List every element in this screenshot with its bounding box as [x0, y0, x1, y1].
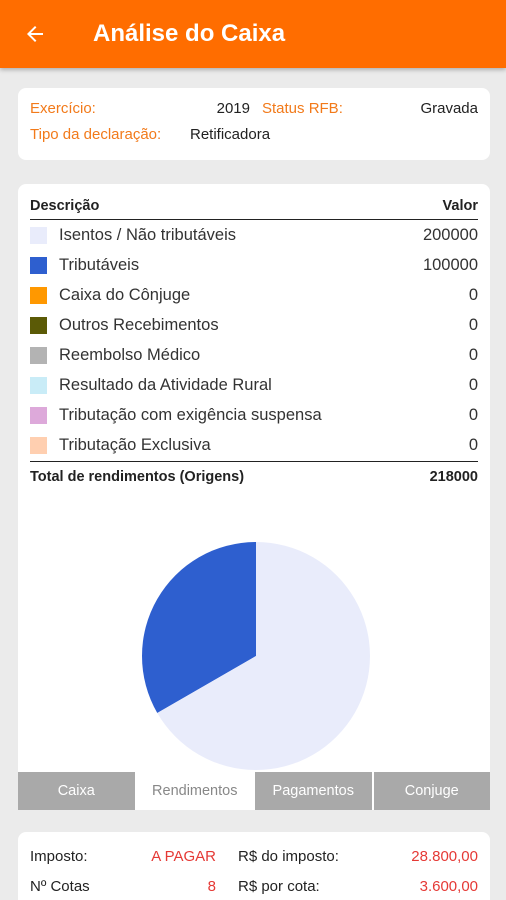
pie-slice	[142, 542, 256, 713]
legend-swatch	[30, 346, 47, 364]
declaration-info-card: Exercício: 2019 Status RFB: Gravada Tipo…	[18, 88, 490, 160]
income-card: Descrição Valor Isentos / Não tributávei…	[18, 184, 490, 810]
header-value: Valor	[442, 198, 478, 214]
row-value: 0	[468, 285, 478, 304]
imposto-value: A PAGAR	[151, 848, 216, 865]
tab-rendimentos[interactable]: Rendimentos	[136, 772, 253, 810]
row-value: 0	[468, 345, 478, 364]
legend-swatch	[30, 376, 47, 394]
bottom-tabs: Caixa Rendimentos Pagamentos Conjuge	[18, 772, 490, 810]
tipo-label: Tipo da declaração:	[30, 126, 162, 143]
table-row: Tributáveis 100000	[30, 250, 478, 280]
legend-swatch	[30, 286, 47, 304]
row-label: Outros Recebimentos	[59, 315, 219, 334]
row-value: 0	[468, 375, 478, 394]
rs-imposto-label: R$ do imposto:	[238, 848, 339, 865]
table-row: Outros Recebimentos 0	[30, 310, 478, 340]
status-label: Status RFB:	[262, 100, 343, 117]
row-value: 200000	[422, 225, 478, 244]
tipo-value: Retificadora	[190, 126, 271, 143]
table-row: Tributação com exigência suspensa 0	[30, 400, 478, 430]
exercicio-value: 2019	[216, 100, 250, 117]
row-label: Caixa do Cônjuge	[59, 285, 191, 304]
table-row: Reembolso Médico 0	[30, 340, 478, 370]
total-label: Total de rendimentos (Origens)	[30, 469, 245, 485]
exercicio-label: Exercício:	[30, 100, 96, 117]
legend-swatch	[30, 436, 47, 454]
row-label: Tributação Exclusiva	[59, 435, 211, 454]
legend-swatch	[30, 316, 47, 334]
app-bar: Análise do Caixa	[0, 0, 506, 68]
total-row: Total de rendimentos (Origens) 218000	[30, 462, 478, 492]
cotas-label: Nº Cotas	[30, 878, 90, 895]
income-table: Descrição Valor Isentos / Não tributávei…	[30, 198, 478, 492]
rs-imposto-value: 28.800,00	[411, 848, 478, 865]
status-value: Gravada	[420, 100, 478, 117]
legend-swatch	[30, 406, 47, 424]
pie-slice	[157, 542, 370, 770]
row-label: Isentos / Não tributáveis	[59, 225, 237, 244]
back-button[interactable]	[0, 0, 70, 68]
row-label: Resultado da Atividade Rural	[59, 375, 272, 394]
table-header: Descrição Valor	[30, 198, 478, 220]
header-description: Descrição	[30, 198, 100, 214]
row-value: 0	[468, 405, 478, 424]
table-row: Caixa do Cônjuge 0	[30, 280, 478, 310]
cotas-value: 8	[207, 878, 216, 895]
legend-swatch	[30, 256, 47, 274]
row-label: Reembolso Médico	[59, 345, 201, 364]
imposto-label: Imposto:	[30, 848, 88, 865]
page-title: Análise do Caixa	[93, 20, 286, 47]
arrow-back-icon	[27, 26, 43, 42]
row-value: 100000	[422, 255, 478, 274]
rs-cota-label: R$ por cota:	[238, 878, 320, 895]
row-label: Tributáveis	[59, 255, 140, 274]
table-row: Tributação Exclusiva 0	[30, 430, 478, 460]
row-label: Tributação com exigência suspensa	[59, 405, 322, 424]
table-rows: Isentos / Não tributáveis 200000 Tributáve…	[30, 220, 478, 462]
pie-chart	[142, 542, 370, 770]
table-row: Resultado da Atividade Rural 0	[30, 370, 478, 400]
tab-conjuge[interactable]: Conjuge	[373, 772, 490, 810]
table-row: Isentos / Não tributáveis 200000	[30, 220, 478, 250]
row-value: 0	[468, 315, 478, 334]
rs-cota-value: 3.600,00	[419, 878, 478, 895]
row-value: 0	[468, 435, 478, 454]
tab-caixa[interactable]: Caixa	[18, 772, 135, 810]
legend-swatch	[30, 226, 47, 244]
tax-summary-card: Imposto: A PAGAR R$ do imposto: 28.800,0…	[18, 832, 490, 900]
total-value: 218000	[429, 469, 478, 485]
tab-pagamentos[interactable]: Pagamentos	[255, 772, 372, 810]
